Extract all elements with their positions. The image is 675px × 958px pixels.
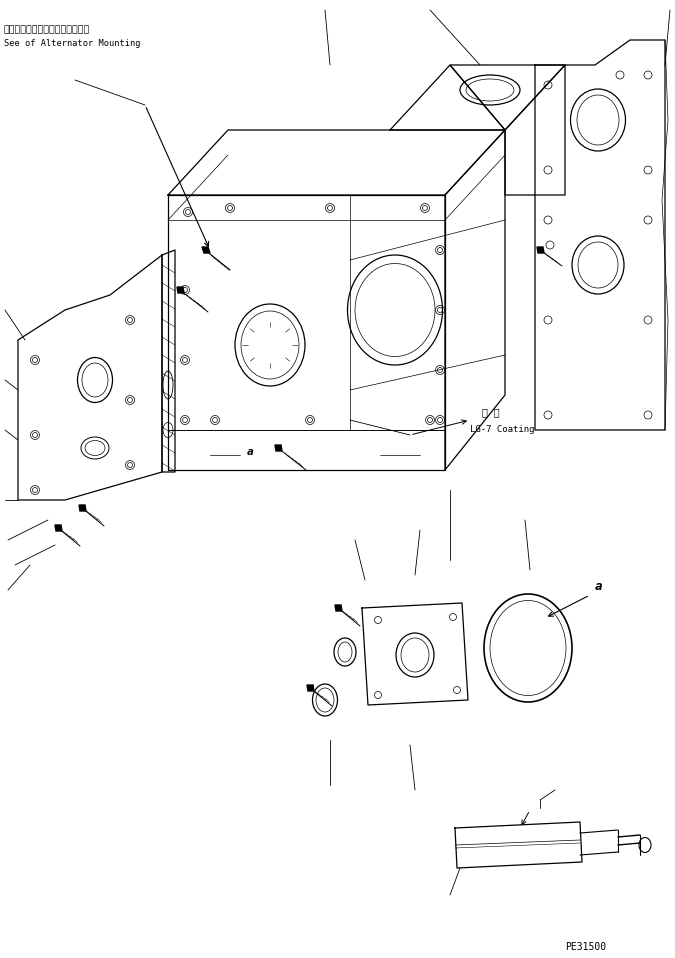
- Polygon shape: [275, 445, 282, 451]
- Polygon shape: [177, 287, 184, 293]
- Polygon shape: [202, 247, 210, 253]
- Polygon shape: [307, 685, 314, 691]
- Text: オルタネータマウンティング参照: オルタネータマウンティング参照: [4, 25, 90, 34]
- Polygon shape: [79, 505, 86, 511]
- Text: LG-7 Coating: LG-7 Coating: [470, 425, 535, 434]
- Text: a: a: [247, 447, 254, 457]
- Text: 塗 布: 塗 布: [482, 407, 500, 417]
- Polygon shape: [537, 247, 544, 253]
- Polygon shape: [55, 525, 62, 531]
- Text: See of Alternator Mounting: See of Alternator Mounting: [4, 39, 140, 48]
- Polygon shape: [335, 605, 342, 611]
- Text: a: a: [595, 580, 603, 593]
- Text: PE31500: PE31500: [565, 942, 606, 952]
